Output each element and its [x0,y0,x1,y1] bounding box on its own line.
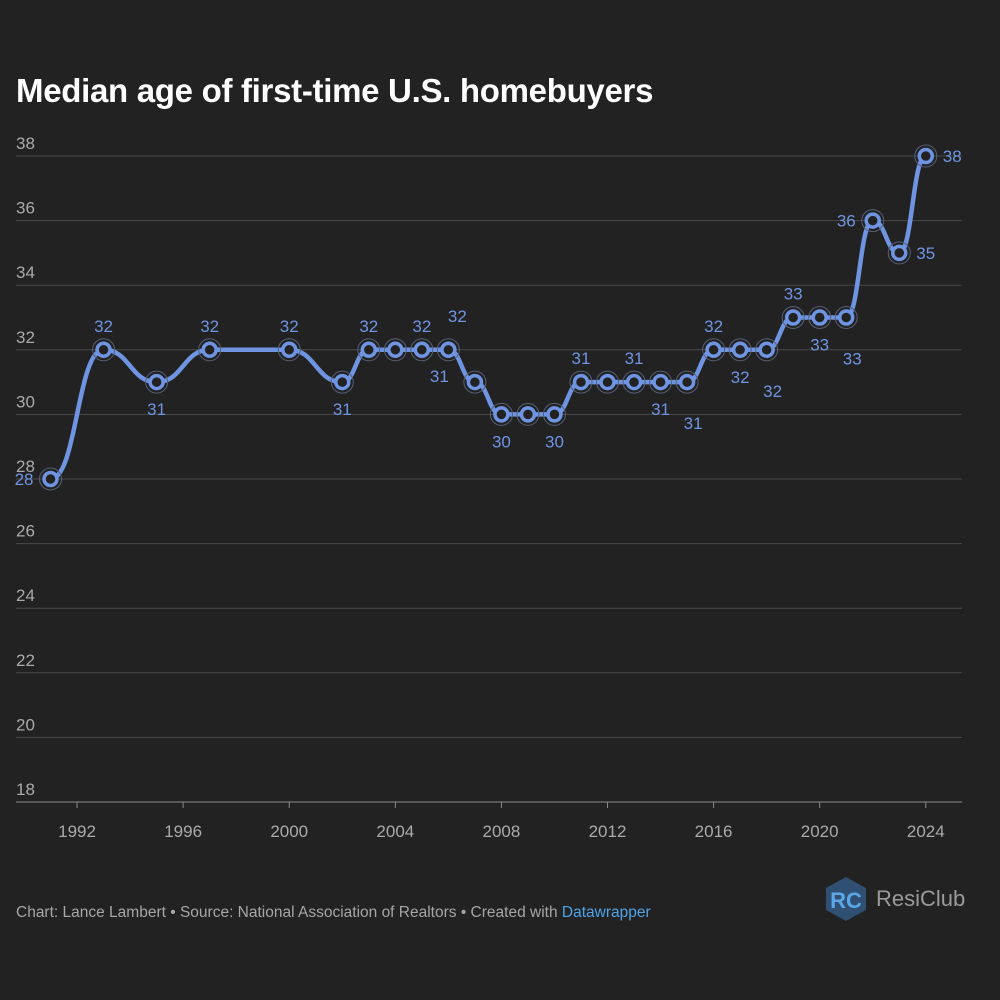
data-point [649,370,673,394]
data-point [596,370,620,394]
data-label: 30 [492,432,511,451]
y-tick-label: 36 [16,199,35,218]
data-point [542,402,566,426]
credit-text: Chart: Lance Lambert • Source: National … [16,904,562,921]
x-tick-label: 1992 [58,822,96,841]
data-point [622,370,646,394]
data-point [914,144,938,168]
y-tick-label: 32 [16,328,35,347]
y-tick-label: 28 [16,457,35,476]
y-tick-label: 22 [16,651,35,670]
x-tick-label: 2016 [695,822,733,841]
data-point [198,338,222,362]
data-label: 32 [359,317,378,336]
data-point [887,241,911,265]
data-label: 32 [704,317,723,336]
data-label: 31 [651,400,670,419]
data-label: 31 [572,349,591,368]
x-tick-label: 2020 [801,822,839,841]
data-point [436,338,460,362]
x-tick-label: 2004 [376,822,414,841]
data-label: 33 [784,285,803,304]
data-label: 36 [837,212,856,231]
data-point [489,402,513,426]
data-point [755,338,779,362]
y-axis-ticks: 18 20 22 24 26 28 30 32 34 36 38 [16,134,35,799]
x-tick-label: 1996 [164,822,202,841]
data-label: 35 [916,244,935,263]
data-point [330,370,354,394]
y-tick-label: 30 [16,392,35,411]
data-point [410,338,434,362]
logo-mark-text: RC [830,888,862,913]
y-tick-label: 18 [16,780,35,799]
data-label: 28 [15,470,34,489]
data-label: 32 [200,317,219,336]
data-point [861,209,885,233]
data-points [39,144,938,491]
data-label: 31 [430,367,449,386]
data-label: 32 [448,307,467,326]
resiclub-logo-icon: RC [826,877,866,921]
data-label: 31 [147,400,166,419]
data-labels: 28 32 31 32 32 31 32 32 32 31 30 30 31 31 31 31 32 32 32 33… [15,147,962,489]
data-point [569,370,593,394]
chart-title: Median age of first-time U.S. homebuyers [16,72,654,109]
x-axis: 1992 1996 2000 2004 2008 2012 2016 2020 2024 [16,801,962,841]
data-label: 38 [943,147,962,166]
y-tick-label: 26 [16,522,35,541]
data-point [702,338,726,362]
x-tick-label: 2012 [589,822,627,841]
y-tick-label: 38 [16,134,35,153]
data-point [357,338,381,362]
data-point [808,306,832,329]
gridlines [16,155,962,738]
data-label: 32 [763,382,782,401]
data-label: 30 [545,432,564,451]
y-tick-label: 20 [16,715,35,734]
data-point [728,338,752,362]
x-tick-label: 2000 [270,822,308,841]
data-label: 33 [810,336,829,355]
data-label: 31 [333,400,352,419]
data-point [39,467,63,491]
data-label: 32 [412,317,431,336]
y-tick-label: 24 [16,586,35,605]
y-tick-label: 34 [16,263,35,282]
logo-text: ResiClub [876,886,966,911]
data-label: 32 [94,317,113,336]
resiclub-logo: RC ResiClub [824,876,965,922]
x-tick-label: 2008 [482,822,520,841]
data-point [145,370,169,394]
data-point [383,338,407,362]
x-tick-label: 2024 [907,822,945,841]
data-label: 32 [280,317,299,336]
data-label: 32 [731,368,750,387]
data-point [781,306,805,329]
footer-credit: Chart: Lance Lambert • Source: National … [16,904,651,922]
data-label: 31 [684,414,703,433]
data-point [463,370,487,394]
data-label: 33 [843,350,862,369]
data-point [675,370,699,394]
data-point [92,338,116,362]
data-point [834,306,858,329]
data-point [277,338,301,362]
datawrapper-link[interactable]: Datawrapper [561,904,651,921]
data-point [516,402,540,426]
data-label: 31 [625,349,644,368]
